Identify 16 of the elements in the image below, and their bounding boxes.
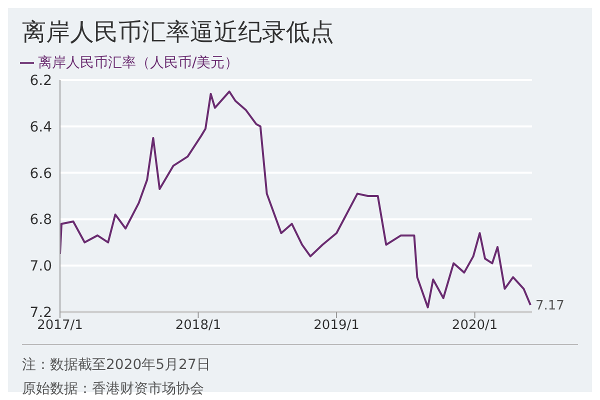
y-tick-label: 6.4 [30,119,52,136]
x-tick-label: 2020/1 [452,318,498,334]
y-tick-label: 6.2 [30,72,52,89]
text: 注：数据截至2020年5月27日 [22,356,212,375]
annotation: 7.17 [535,298,564,314]
text: 原始数据：香港财资市场协会 [22,380,205,399]
line-series [60,90,532,308]
x-tick-label: 2019/1 [314,318,360,334]
y-tick-label: 7.0 [30,258,52,275]
y-tick-label: 7.2 [30,304,52,321]
legend-label: 离岸人民币汇率（人民币/美元） [38,55,239,71]
chart-title: 离岸人民币汇率逼近纪录低点 [21,17,335,48]
y-tick-label: 6.6 [30,166,52,182]
y-tick-label: 6.8 [30,212,52,228]
x-tick-label: 2017/1 [37,318,83,334]
x-tick-label: 2018/1 [175,318,222,334]
